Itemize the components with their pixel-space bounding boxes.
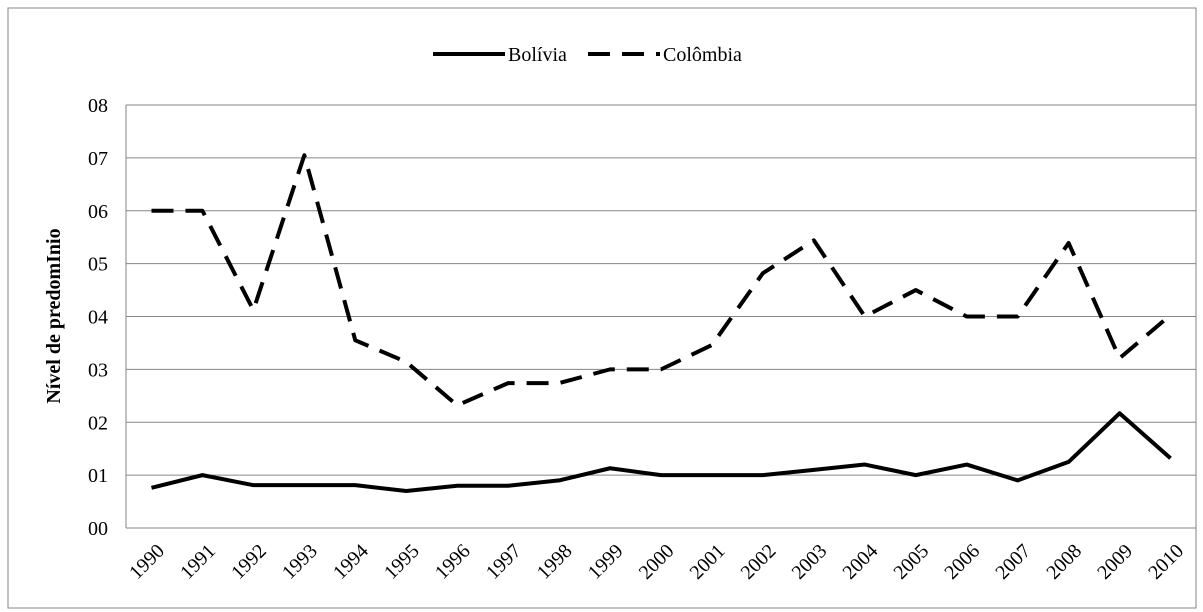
legend-label: Bolívia <box>508 44 567 66</box>
y-tick-label: 08 <box>88 95 108 117</box>
y-tick-label: 02 <box>88 412 108 434</box>
y-tick-label: 04 <box>88 307 108 329</box>
chart-frame <box>7 7 1197 609</box>
series-line <box>150 411 1172 493</box>
series-line <box>151 153 1172 408</box>
y-tick-label: 01 <box>88 465 108 487</box>
y-tick-label: 07 <box>88 148 108 170</box>
y-tick-label: 05 <box>88 254 108 276</box>
y-tick-label: 00 <box>88 518 108 540</box>
y-axis-label: Nível de predomInio <box>43 228 65 403</box>
legend-label: Colômbia <box>663 44 742 66</box>
y-tick-label: 06 <box>88 201 108 223</box>
y-tick-label: 03 <box>88 359 108 381</box>
